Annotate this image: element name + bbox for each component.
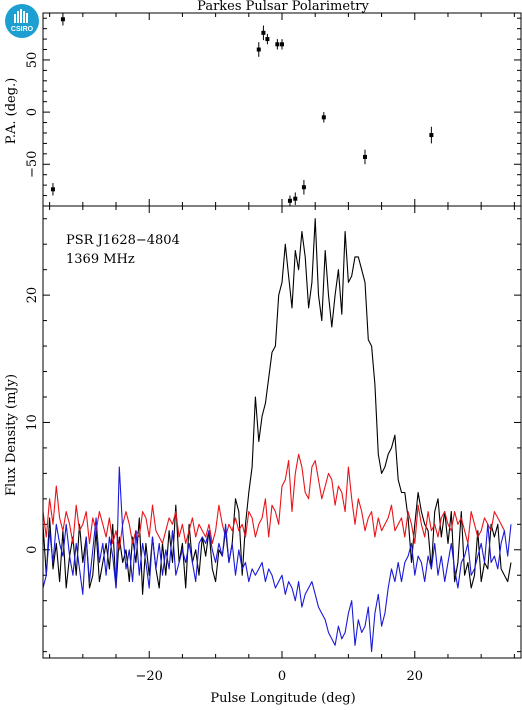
pa-point bbox=[265, 37, 270, 42]
pa-point bbox=[261, 30, 266, 35]
pa-point bbox=[60, 17, 65, 22]
pa-point bbox=[275, 42, 280, 47]
x-axis-label: Pulse Longitude (deg) bbox=[210, 691, 355, 706]
circular-polarization-line bbox=[43, 466, 512, 653]
pa-point bbox=[321, 115, 326, 120]
top-y-tick-label: 50 bbox=[25, 52, 40, 69]
top-y-axis-label: P.A. (deg.) bbox=[4, 78, 19, 145]
pa-point bbox=[293, 196, 298, 201]
pa-point bbox=[280, 42, 284, 47]
bottom-y-tick-label: 10 bbox=[25, 414, 40, 431]
bottom-panel-frame bbox=[42, 205, 522, 659]
position-angle-panel: −50 0 50 bbox=[25, 13, 521, 207]
x-tick-label: 20 bbox=[407, 669, 424, 684]
logo-text: CSIRO bbox=[11, 26, 34, 33]
pa-point bbox=[256, 47, 261, 52]
bottom-y-axis-label: Flux Density (mJy) bbox=[4, 374, 19, 496]
pa-point bbox=[301, 185, 306, 190]
x-tick-label: 0 bbox=[278, 669, 286, 684]
bottom-y-tick-label: 20 bbox=[25, 287, 40, 304]
frequency-label: 1369 MHz bbox=[66, 252, 135, 267]
bottom-y-tick-label: 0 bbox=[25, 546, 40, 554]
pa-point bbox=[362, 154, 367, 159]
pa-point bbox=[429, 133, 434, 138]
top-y-tick-label: −50 bbox=[25, 151, 40, 178]
pa-point bbox=[50, 187, 55, 192]
flux-density-panel: −20 0 20 0 10 20 bbox=[25, 206, 521, 684]
pa-point bbox=[287, 198, 292, 203]
total-intensity-line bbox=[43, 218, 512, 595]
chart-title: Parkes Pulsar Polarimetry bbox=[197, 0, 369, 14]
x-tick-label: −20 bbox=[136, 669, 163, 684]
pulsar-name-label: PSR J1628−4804 bbox=[66, 233, 180, 248]
linear-polarization-line bbox=[43, 453, 505, 551]
top-y-tick-label: 0 bbox=[25, 108, 40, 116]
csiro-logo: CSIRO bbox=[5, 4, 39, 38]
